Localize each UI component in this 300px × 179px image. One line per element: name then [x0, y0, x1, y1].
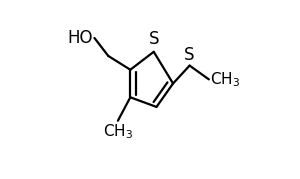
- Text: S: S: [184, 46, 195, 64]
- Text: CH$_3$: CH$_3$: [210, 70, 240, 89]
- Text: CH$_3$: CH$_3$: [103, 122, 133, 141]
- Text: S: S: [148, 30, 159, 48]
- Text: HO: HO: [68, 29, 93, 47]
